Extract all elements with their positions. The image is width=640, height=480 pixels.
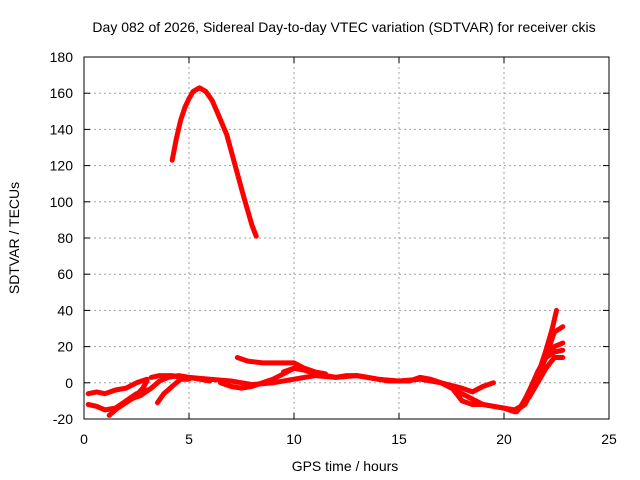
- axis-ticks: -20 0 20 40 60 80 100 120 140 160 180 0 5 10 15 20 25: [50, 49, 617, 447]
- y-tick-label: 180: [50, 49, 74, 65]
- y-axis-label: SDTVAR / TECUs: [6, 182, 22, 294]
- y-tick-label: 40: [57, 302, 73, 318]
- y-tick-label: -20: [53, 411, 73, 427]
- y-tick-label: 140: [50, 121, 74, 137]
- x-tick-label: 15: [391, 431, 407, 447]
- y-tick-label: 80: [57, 230, 73, 246]
- x-tick-label: 5: [185, 431, 193, 447]
- y-tick-label: 120: [50, 158, 74, 174]
- series-arc-g: [218, 365, 297, 391]
- series-arc-i: [281, 307, 559, 415]
- y-tick-label: 20: [57, 339, 73, 355]
- chart-title: Day 082 of 2026, Sidereal Day-to-day VTE…: [92, 19, 595, 35]
- x-tick-label: 25: [601, 431, 617, 447]
- y-tick-label: 100: [50, 194, 74, 210]
- x-axis-label: GPS time / hours: [292, 458, 399, 474]
- x-tick-label: 0: [80, 431, 88, 447]
- data-series-group: [85, 85, 566, 418]
- grid-lines: [84, 57, 609, 419]
- series-arc-high: [169, 85, 259, 239]
- x-tick-label: 10: [286, 431, 302, 447]
- y-tick-label: 60: [57, 266, 73, 282]
- x-tick-label: 20: [496, 431, 512, 447]
- series-arc-f: [155, 376, 192, 406]
- y-tick-label: 0: [65, 375, 73, 391]
- y-tick-label: 160: [50, 85, 74, 101]
- series-arc-m: [526, 355, 566, 400]
- series-arc-a: [85, 376, 150, 397]
